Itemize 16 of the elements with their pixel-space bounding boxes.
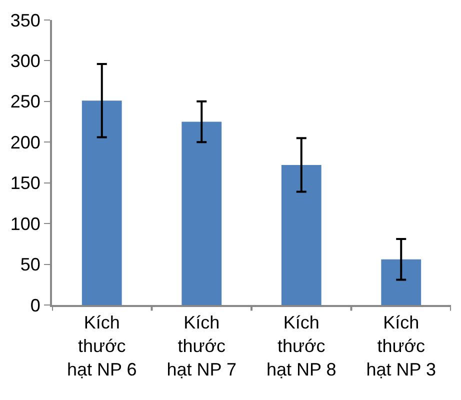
y-tick-label: 100 [10, 214, 40, 234]
x-tick-label: Kích thước hạt NP 8 [266, 312, 336, 380]
bar [82, 100, 122, 305]
y-tick-label: 150 [10, 173, 40, 194]
x-tick-label: Kích thước hạt NP 6 [67, 312, 137, 380]
bar [281, 164, 322, 305]
y-tick-label: 250 [10, 92, 40, 112]
x-tick-label: Kích thước hạt NP 3 [366, 312, 436, 380]
y-tick-label: 0 [30, 295, 40, 316]
y-tick-label: 50 [20, 254, 40, 275]
y-tick-label: 300 [10, 51, 40, 72]
bar [182, 122, 222, 305]
y-tick-label: 200 [10, 132, 40, 152]
y-tick-label: 350 [10, 10, 40, 30]
bar [381, 259, 422, 305]
x-tick-label: Kích thước hạt NP 7 [166, 312, 236, 380]
